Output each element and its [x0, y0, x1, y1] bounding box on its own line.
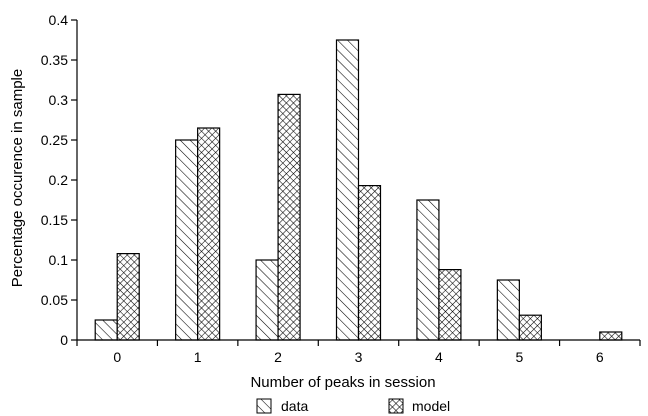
- bar-model-3: [357, 185, 382, 341]
- bar-model-2: [277, 93, 301, 341]
- y-tick-label: 0.25: [41, 132, 68, 148]
- y-tick-label: 0.35: [41, 52, 68, 68]
- legend: data model: [256, 398, 450, 414]
- x-tick-label: 6: [596, 349, 604, 365]
- bar-data-1: [175, 139, 199, 341]
- bar-data-3: [335, 39, 360, 341]
- legend-label-data: data: [281, 398, 308, 414]
- y-tick-label: 0.15: [41, 212, 68, 228]
- x-tick-label: 0: [113, 349, 121, 365]
- ticks-layer: 0 0.05 0.1 0.15 0.2 0.25 0.3 0.35 0.4 0 1 2 3 4 5 6: [41, 12, 641, 365]
- bar-model-5: [518, 314, 542, 341]
- legend-swatch-data: [256, 398, 272, 414]
- bar-data-4: [416, 199, 440, 341]
- bar-model-0: [116, 253, 140, 341]
- bar-model-4: [438, 269, 462, 341]
- x-axis-title: Number of peaks in session: [250, 374, 435, 391]
- y-tick-label: 0.2: [49, 172, 69, 188]
- bar-model-1: [197, 127, 221, 341]
- legend-label-model: model: [412, 398, 450, 414]
- x-tick-label: 4: [435, 349, 443, 365]
- bars-layer: [94, 39, 623, 341]
- y-tick-label: 0.1: [49, 252, 69, 268]
- x-tick-label: 3: [355, 349, 363, 365]
- y-axis-title: Percentage occurence in sample: [9, 69, 26, 287]
- y-tick-label: 0: [60, 332, 68, 348]
- bar-data-2: [255, 259, 279, 341]
- x-tick-label: 2: [274, 349, 282, 365]
- legend-swatch-model: [388, 398, 404, 414]
- y-tick-label: 0.4: [49, 12, 69, 28]
- bar-model-6: [599, 331, 623, 341]
- x-tick-label: 5: [515, 349, 523, 365]
- x-tick-label: 1: [194, 349, 202, 365]
- y-tick-label: 0.05: [41, 292, 68, 308]
- bar-data-5: [496, 279, 520, 341]
- y-tick-label: 0.3: [49, 92, 69, 108]
- bar-data-0: [94, 319, 118, 341]
